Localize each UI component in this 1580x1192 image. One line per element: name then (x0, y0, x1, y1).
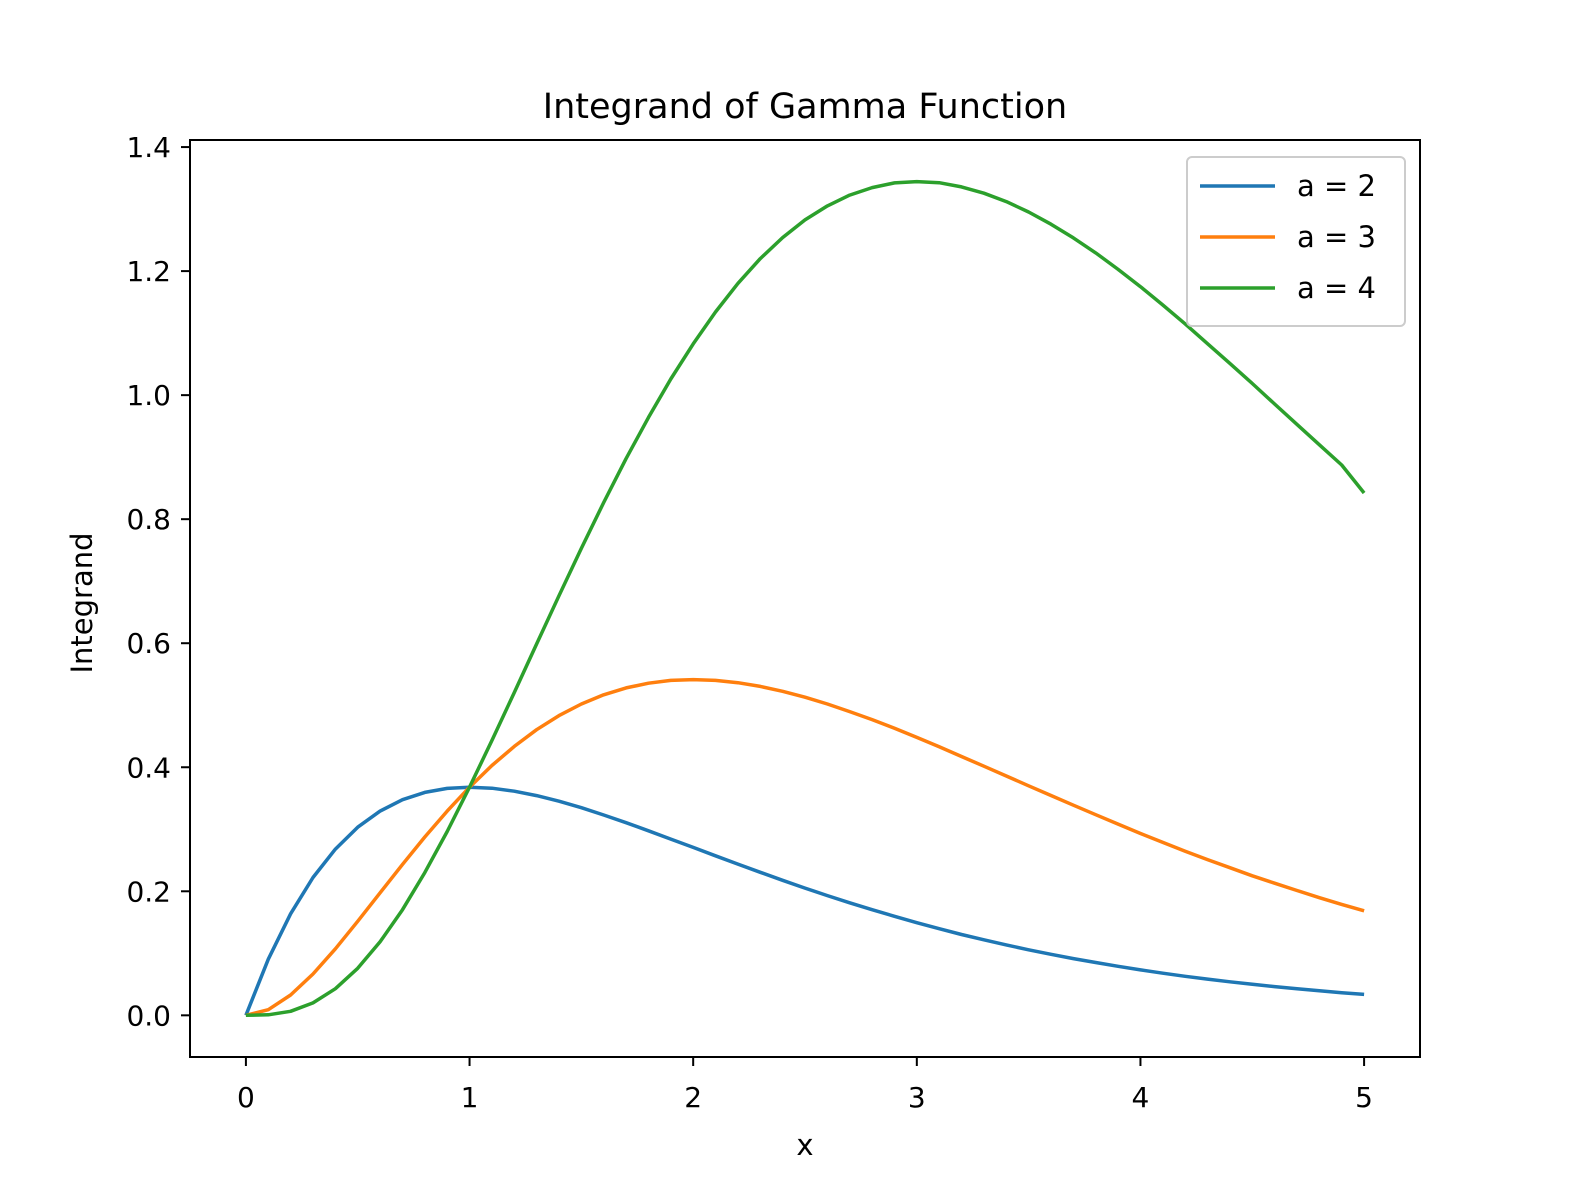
y-axis: 0.0 0.2 0.4 0.6 0.8 1.0 1.2 1.4 (126, 131, 190, 1032)
legend-box (1186, 156, 1406, 327)
x-tick-label: 0 (237, 1081, 255, 1114)
legend-label: a = 4 (1297, 271, 1376, 305)
legend-label: a = 2 (1297, 169, 1376, 203)
series-line-3 (245, 179, 1366, 1018)
y-tick-label: 0.6 (126, 627, 171, 660)
x-tick-label: 2 (684, 1081, 702, 1114)
series-layer (244, 179, 1366, 1018)
x-tick-label: 1 (461, 1081, 479, 1114)
x-axis-label: x (796, 1128, 813, 1162)
legend-label: a = 3 (1297, 220, 1376, 254)
y-tick-label: 0.0 (126, 999, 171, 1032)
y-tick-label: 0.2 (126, 875, 171, 908)
x-axis: 0 1 2 3 4 5 (237, 1057, 1373, 1114)
y-tick-label: 1.0 (126, 379, 171, 412)
series-line-1 (244, 785, 1365, 1016)
y-tick-label: 0.4 (126, 751, 171, 784)
chart-title: Integrand of Gamma Function (543, 87, 1067, 127)
legend: a = 2 a = 3 a = 4 (1186, 156, 1406, 327)
y-tick-label: 1.2 (126, 255, 171, 288)
x-tick-label: 4 (1132, 1081, 1150, 1114)
x-tick-label: 5 (1355, 1081, 1373, 1114)
x-tick-label: 3 (908, 1081, 926, 1114)
plot-frame (189, 139, 1421, 1058)
y-axis-label: Integrand (65, 532, 99, 673)
y-tick-label: 1.4 (126, 131, 171, 164)
y-tick-label: 0.8 (126, 503, 171, 536)
series-line-2 (245, 677, 1365, 1017)
